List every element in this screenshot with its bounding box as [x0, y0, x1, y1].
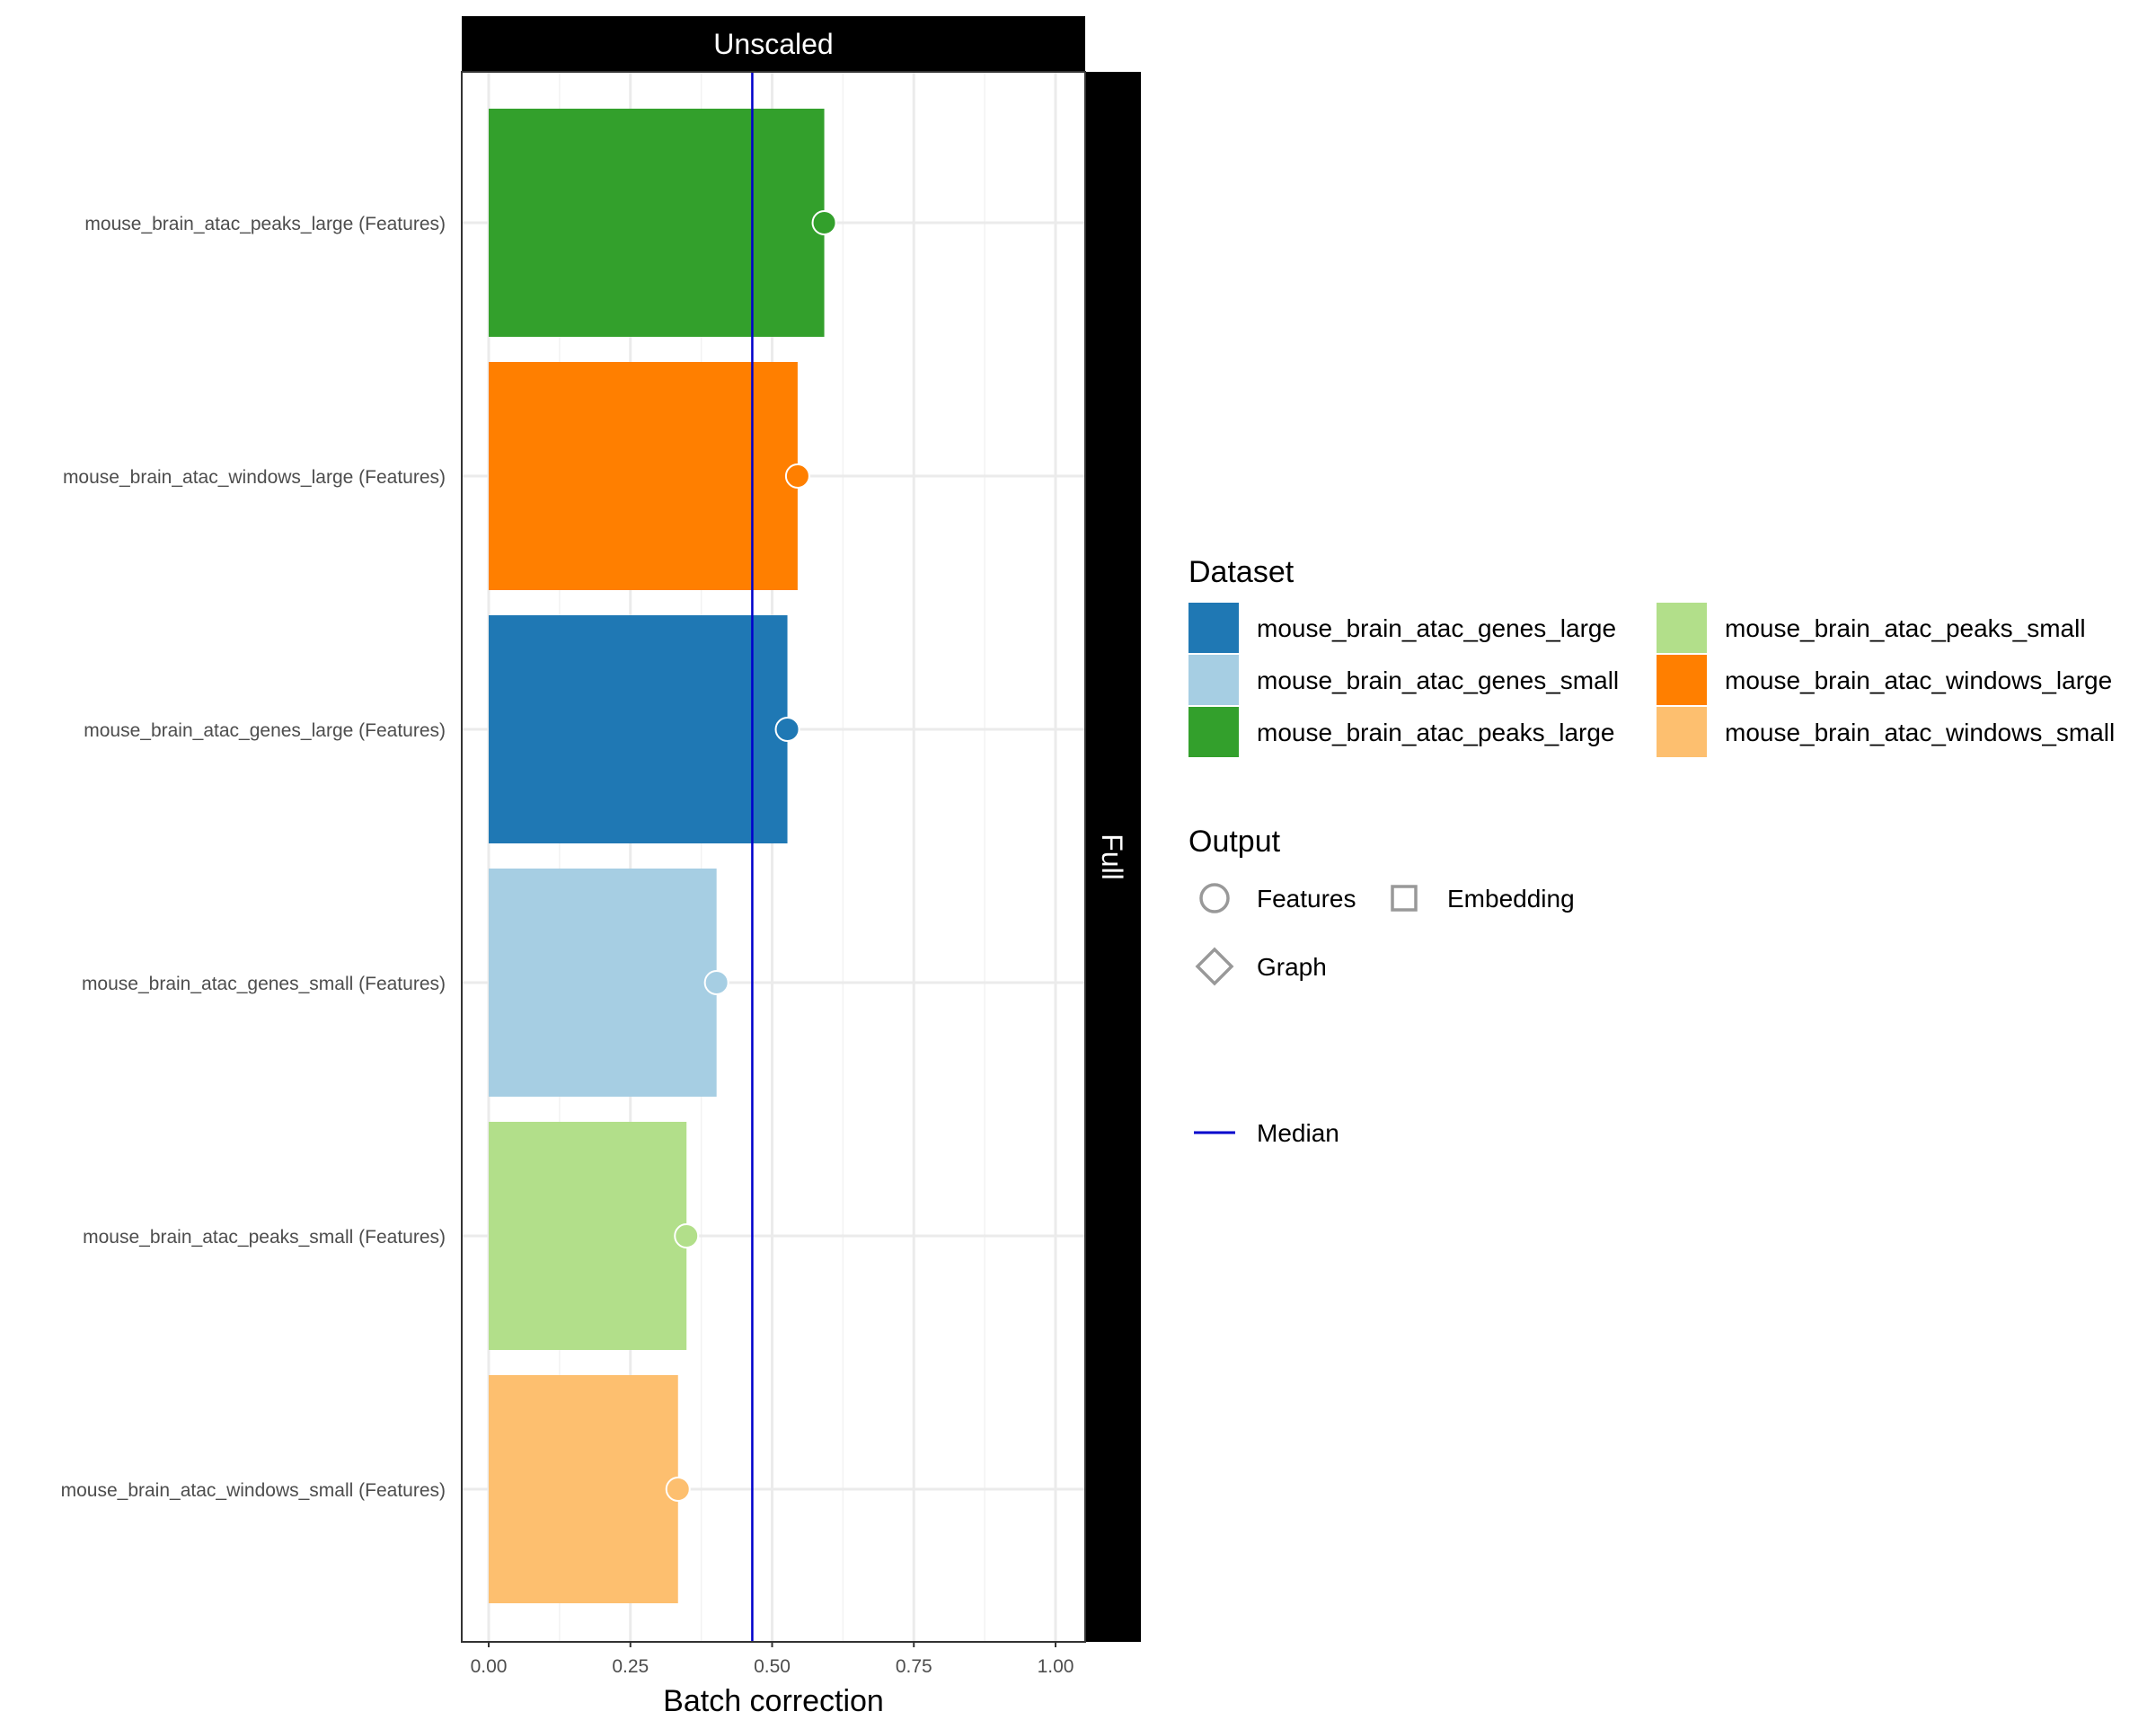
point-mouse_brain_atac_windows_large [784, 463, 810, 489]
bar-mouse_brain_atac_genes_small [489, 869, 717, 1097]
x-tick-label: 0.50 [754, 1656, 791, 1677]
legend-label: mouse_brain_atac_peaks_small [1725, 614, 2086, 642]
bar-mouse_brain_atac_peaks_large [489, 109, 825, 337]
legend-key-mouse_brain_atac_windows_large [1657, 655, 1707, 705]
bar-mouse_brain_atac_windows_small [489, 1375, 678, 1603]
y-tick-label: mouse_brain_atac_peaks_small (Features) [83, 1227, 446, 1248]
legend-key-mouse_brain_atac_genes_small [1188, 655, 1239, 705]
legend-output: Features Embedding Graph [1195, 883, 1575, 986]
legend-key-mouse_brain_atac_genes_large [1188, 603, 1239, 653]
point-mouse_brain_atac_genes_large [774, 717, 800, 742]
points-layer [665, 210, 837, 1502]
legend-label: mouse_brain_atac_genes_large [1257, 614, 1616, 642]
point-mouse_brain_atac_genes_small [703, 970, 729, 995]
legend-label: mouse_brain_atac_windows_small [1725, 719, 2115, 746]
legend-label: mouse_brain_atac_peaks_large [1257, 719, 1615, 746]
diamond-icon [1195, 947, 1234, 986]
point-mouse_brain_atac_peaks_small [674, 1223, 700, 1248]
bar-mouse_brain_atac_windows_large [489, 362, 798, 590]
plot-panel-border [461, 71, 1086, 1643]
legend-key-mouse_brain_atac_peaks_small [1657, 603, 1707, 653]
square-icon [1391, 885, 1418, 912]
x-tick-label: 0.75 [896, 1656, 932, 1677]
legend-key-mouse_brain_atac_peaks_large [1188, 707, 1239, 757]
facet-label-top: Unscaled [713, 28, 833, 60]
point-mouse_brain_atac_peaks_large [811, 210, 837, 235]
legend-output-label: Features [1257, 885, 1356, 913]
facet-strip-right [1085, 72, 1141, 1642]
legend-dataset: mouse_brain_atac_genes_large mouse_brain_… [1188, 603, 2115, 757]
legend-median-label: Median [1257, 1119, 1339, 1147]
y-tick-label: mouse_brain_atac_genes_small (Features) [82, 974, 446, 994]
legend-dataset-title: Dataset [1188, 555, 1294, 589]
facet-strip-top [462, 16, 1085, 72]
legend-output-title: Output [1188, 825, 1281, 859]
facet-label-right: Full [1096, 834, 1128, 880]
legend-label: mouse_brain_atac_genes_small [1257, 666, 1619, 694]
y-tick-label: mouse_brain_atac_peaks_large (Features) [84, 214, 446, 234]
bar-mouse_brain_atac_genes_large [489, 615, 788, 843]
bars-layer [489, 109, 825, 1603]
legend-label: mouse_brain_atac_windows_large [1725, 666, 2112, 694]
y-tick-label: mouse_brain_atac_windows_large (Features… [63, 467, 446, 488]
legend-output-label: Graph [1257, 953, 1327, 981]
point-mouse_brain_atac_windows_small [665, 1477, 691, 1502]
y-tick-label: mouse_brain_atac_genes_large (Features) [84, 720, 446, 741]
y-tick-labels: mouse_brain_atac_peaks_large (Features) m… [61, 214, 446, 1501]
circle-icon [1199, 883, 1230, 913]
x-axis-title: Batch correction [663, 1684, 884, 1718]
y-tick-label: mouse_brain_atac_windows_small (Features… [61, 1480, 446, 1501]
legend-output-label: Embedding [1447, 885, 1575, 913]
bar-mouse_brain_atac_peaks_small [489, 1122, 687, 1350]
x-tick-label: 1.00 [1038, 1656, 1074, 1677]
x-tick-label: 0.25 [612, 1656, 649, 1677]
x-tick-label: 0.00 [471, 1656, 508, 1677]
x-tick-labels: 0.00 0.25 0.50 0.75 1.00 [471, 1642, 1074, 1677]
legend-key-mouse_brain_atac_windows_small [1657, 707, 1707, 757]
